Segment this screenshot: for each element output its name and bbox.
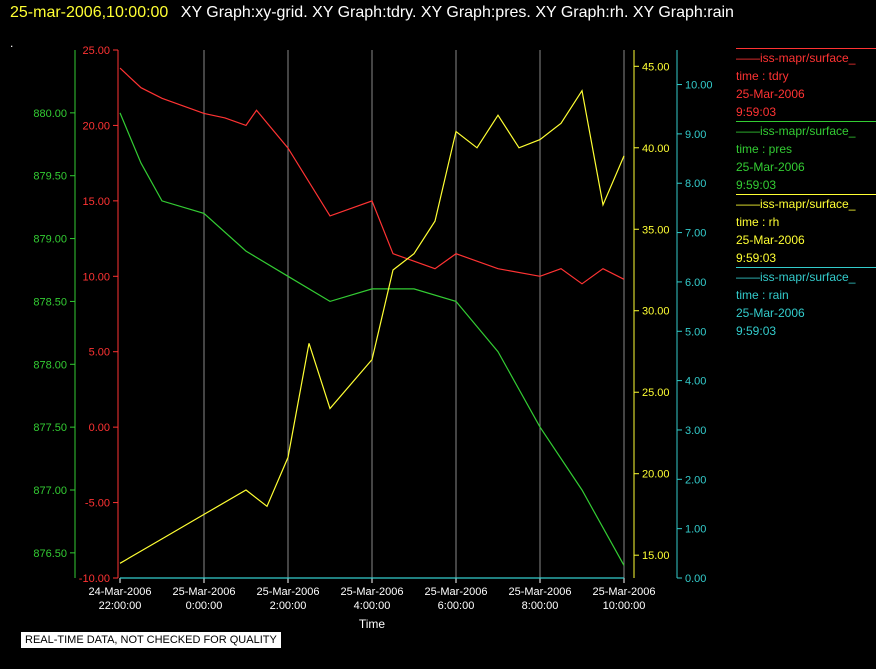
legend-date: 25-Mar-2006 (736, 160, 805, 174)
y-tick-label-pres: 877.50 (33, 422, 67, 434)
x-tick-label-date: 25-Mar-2006 (173, 586, 236, 598)
y-tick-label-rh: 45.00 (642, 61, 670, 73)
y-tick-label-rain: 10.00 (685, 80, 713, 92)
legend-time: 9:59:03 (736, 105, 777, 119)
y-tick-label-pres: 879.00 (33, 234, 67, 246)
legend-time: 9:59:03 (736, 251, 777, 265)
x-axis-label: Time (359, 617, 386, 631)
y-tick-label-pres: 880.00 (33, 108, 67, 120)
legend-entry: ——iss-mapr/surface_time : rain 25-Mar-200… (736, 267, 876, 340)
y-tick-label-rain: 7.00 (685, 228, 706, 240)
y-tick-label-pres: 878.00 (33, 359, 67, 371)
y-tick-label-tdry: 10.00 (82, 271, 110, 283)
series-line-tdry (119, 67, 625, 285)
series-line-pres (119, 112, 625, 566)
x-tick-label-date: 25-Mar-2006 (509, 586, 572, 598)
xy-graph: 24-Mar-2006 22:00:00 25-Mar-2006 0:00:00 25-… (33, 45, 713, 631)
x-tick-label-time: 4:00:00 (354, 600, 391, 612)
y-tick-label-rh: 20.00 (642, 469, 670, 481)
y-tick-label-rain: 3.00 (685, 425, 706, 437)
x-tick-label-time: 10:00:00 (603, 600, 646, 612)
x-tick-label-date: 24-Mar-2006 (89, 586, 152, 598)
y-tick-label-pres: 876.50 (33, 548, 67, 560)
legend-time: 9:59:03 (736, 178, 777, 192)
y-tick-label-rain: 8.00 (685, 178, 706, 190)
legend-time: 9:59:03 (736, 324, 777, 338)
legend-date: 25-Mar-2006 (736, 87, 805, 101)
legend-var: time : rain (736, 288, 789, 302)
header-timestamp: 25-mar-2006,10:00:00 (10, 4, 169, 21)
x-tick-label-date: 25-Mar-2006 (257, 586, 320, 598)
y-tick-label-tdry: 15.00 (82, 196, 110, 208)
y-tick-label-tdry: -10.00 (79, 573, 110, 585)
legend-entry: ——iss-mapr/surface_time : rh 25-Mar-2006 9… (736, 194, 876, 267)
legend-var: time : rh (736, 215, 780, 229)
legend-var: time : tdry (736, 69, 789, 83)
y-tick-label-pres: 878.50 (33, 296, 67, 308)
legend-source: ——iss-mapr/surface_ (736, 270, 856, 284)
series-line-rh (119, 89, 625, 564)
x-tick-label-time: 6:00:00 (438, 600, 475, 612)
page-header: 25-mar-2006,10:00:00 XY Graph:xy-grid. X… (10, 4, 734, 22)
x-tick-label-time: 8:00:00 (522, 600, 559, 612)
legend-date: 25-Mar-2006 (736, 306, 805, 320)
y-tick-label-tdry: -5.00 (85, 498, 110, 510)
y-tick-label-rh: 40.00 (642, 143, 670, 155)
y-tick-label-rain: 6.00 (685, 277, 706, 289)
legend-entry: ——iss-mapr/surface_time : tdry 25-Mar-200… (736, 48, 876, 121)
x-tick-label-date: 25-Mar-2006 (425, 586, 488, 598)
y-tick-label-pres: 877.00 (33, 485, 67, 497)
y-tick-label-rain: 1.00 (685, 524, 706, 536)
y-tick-label-rh: 25.00 (642, 387, 670, 399)
x-tick-label-date: 25-Mar-2006 (593, 586, 656, 598)
legend-source: ——iss-mapr/surface_ (736, 197, 856, 211)
y-tick-label-rain: 4.00 (685, 376, 706, 388)
quality-notice: REAL-TIME DATA, NOT CHECKED FOR QUALITY (20, 631, 282, 649)
y-tick-label-rain: 9.00 (685, 129, 706, 141)
y-tick-label-tdry: 5.00 (89, 347, 110, 359)
legend-source: ——iss-mapr/surface_ (736, 124, 856, 138)
y-tick-label-rain: 5.00 (685, 326, 706, 338)
legend-source: ——iss-mapr/surface_ (736, 51, 856, 65)
y-tick-label-tdry: 0.00 (89, 422, 110, 434)
x-tick-label-time: 0:00:00 (186, 600, 223, 612)
y-tick-label-rh: 35.00 (642, 224, 670, 236)
y-tick-label-tdry: 25.00 (82, 45, 110, 57)
y-tick-label-rain: 0.00 (685, 573, 706, 585)
header-dot: . (10, 36, 14, 50)
x-tick-label-date: 25-Mar-2006 (341, 586, 404, 598)
y-tick-label-rain: 2.00 (685, 474, 706, 486)
y-tick-label-pres: 879.50 (33, 171, 67, 183)
y-tick-label-rh: 15.00 (642, 550, 670, 562)
y-tick-label-rh: 30.00 (642, 306, 670, 318)
legend: ——iss-mapr/surface_ time : tdry 25-Mar-200… (736, 48, 876, 340)
y-tick-label-tdry: 20.00 (82, 120, 110, 132)
legend-var: time : pres (736, 142, 793, 156)
legend-entry: ——iss-mapr/surface_time : pres 25-Mar-200… (736, 121, 876, 194)
x-tick-label-time: 2:00:00 (270, 600, 307, 612)
header-graph-list: XY Graph:xy-grid. XY Graph:tdry. XY Grap… (180, 4, 734, 21)
x-tick-label-time: 22:00:00 (99, 600, 142, 612)
legend-date: 25-Mar-2006 (736, 233, 805, 247)
